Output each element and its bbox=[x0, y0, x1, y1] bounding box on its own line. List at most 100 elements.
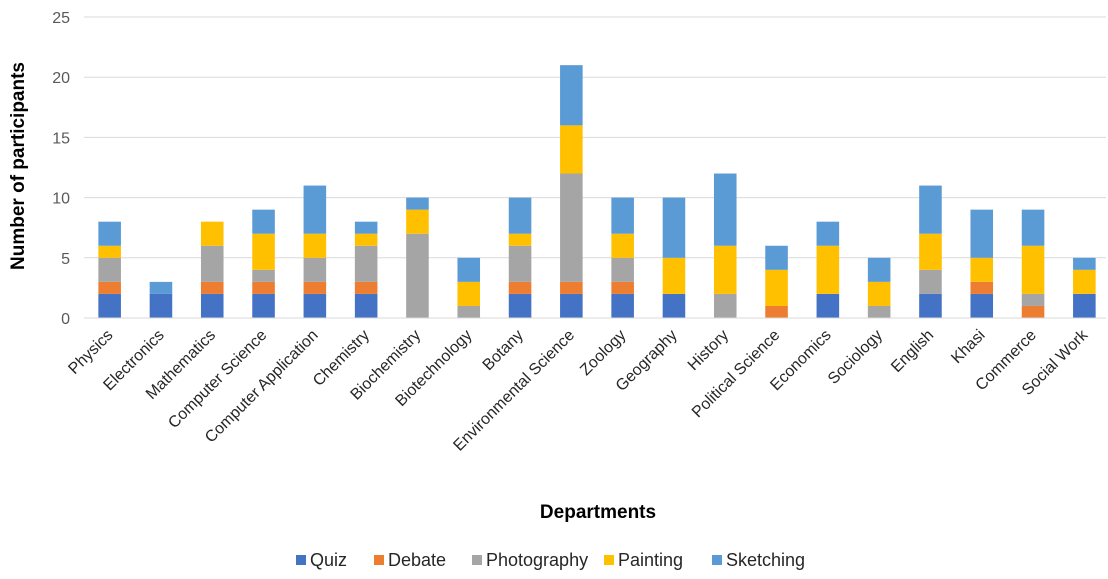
legend: Quiz Debate Photography Painting Sketching bbox=[296, 550, 805, 570]
bar-segment bbox=[200, 245, 224, 282]
bar-segment bbox=[200, 293, 224, 318]
bar-segment bbox=[970, 209, 994, 258]
bar-segment bbox=[1073, 257, 1096, 270]
bar-segment bbox=[560, 293, 583, 318]
y-tick-label: 15 bbox=[52, 130, 70, 147]
x-tick-label: Zoology bbox=[577, 327, 629, 379]
bar-segment bbox=[713, 245, 737, 294]
bar-segment bbox=[303, 293, 327, 318]
bar-segment bbox=[457, 281, 481, 306]
bar-segment bbox=[406, 197, 429, 210]
x-tick-label: Botany bbox=[480, 327, 527, 374]
bar-segment bbox=[713, 173, 737, 246]
bar-segment bbox=[98, 257, 121, 282]
bar-segment bbox=[508, 245, 532, 282]
bar-segment bbox=[765, 245, 788, 270]
bar-segment bbox=[252, 209, 275, 234]
x-tick-label: Computer Science bbox=[165, 327, 270, 432]
bar-segment bbox=[457, 257, 481, 282]
bar-segment bbox=[560, 173, 583, 282]
y-tick-label: 0 bbox=[61, 311, 70, 328]
legend-label: Photography bbox=[486, 550, 588, 570]
bar-segment bbox=[252, 293, 275, 318]
y-tick-label: 10 bbox=[52, 191, 70, 208]
y-tick-label: 25 bbox=[52, 10, 70, 27]
bar-segment bbox=[252, 269, 275, 282]
bar-segment bbox=[354, 221, 378, 234]
bar-segment bbox=[919, 293, 942, 318]
bar-segment bbox=[200, 281, 224, 294]
bar-segment bbox=[252, 233, 275, 270]
bar-segment bbox=[560, 125, 583, 174]
bar-segment bbox=[713, 293, 737, 318]
legend-swatch bbox=[374, 555, 384, 565]
bar-segment bbox=[816, 293, 840, 318]
x-tick-label: Physics bbox=[65, 327, 116, 378]
legend-label: Sketching bbox=[726, 550, 805, 570]
bar-segment bbox=[970, 257, 994, 282]
bar-segment bbox=[919, 185, 942, 234]
bar-segment bbox=[611, 293, 634, 318]
x-tick-label: Khasi bbox=[948, 327, 988, 367]
bar-segment bbox=[611, 233, 634, 258]
legend-swatch bbox=[472, 555, 482, 565]
y-axis-ticks: 0 5 10 15 20 25 bbox=[52, 10, 70, 328]
x-tick-label: History bbox=[685, 327, 732, 374]
bar-segment bbox=[149, 281, 173, 294]
legend-swatch bbox=[604, 555, 614, 565]
bar-segment bbox=[406, 233, 429, 318]
bar-segment bbox=[765, 305, 788, 318]
bar-segment bbox=[560, 281, 583, 294]
bar-segment bbox=[1021, 245, 1045, 294]
legend-label: Painting bbox=[618, 550, 683, 570]
bar-segment bbox=[303, 185, 327, 234]
y-tick-label: 5 bbox=[61, 251, 70, 268]
bar-segment bbox=[1021, 305, 1045, 318]
y-axis-title: Number of participants bbox=[8, 62, 29, 270]
bar-segment bbox=[970, 281, 994, 294]
gridlines bbox=[84, 16, 1106, 259]
bar-segment bbox=[662, 293, 686, 318]
bars bbox=[98, 65, 1096, 318]
bar-segment bbox=[970, 293, 994, 318]
bar-segment bbox=[1073, 293, 1096, 318]
bar-segment bbox=[1021, 293, 1045, 306]
bar-segment bbox=[1073, 269, 1096, 294]
bar-segment bbox=[508, 293, 532, 318]
bar-segment bbox=[919, 269, 942, 294]
bar-segment bbox=[354, 293, 378, 318]
bar-segment bbox=[354, 233, 378, 246]
bar-segment bbox=[406, 209, 429, 234]
bar-segment bbox=[611, 281, 634, 294]
bar-segment bbox=[303, 233, 327, 258]
bar-segment bbox=[816, 245, 840, 294]
x-axis-title: Departments bbox=[540, 502, 656, 523]
bar-segment bbox=[765, 269, 788, 306]
bar-segment bbox=[508, 197, 532, 234]
bar-segment bbox=[1021, 209, 1045, 246]
bar-segment bbox=[919, 233, 942, 270]
bar-segment bbox=[662, 257, 686, 294]
bar-segment bbox=[252, 281, 275, 294]
x-tick-label: Political Science bbox=[689, 327, 783, 421]
bar-segment bbox=[662, 197, 686, 258]
bar-segment bbox=[354, 281, 378, 294]
bar-segment bbox=[303, 257, 327, 282]
bar-segment bbox=[867, 305, 891, 318]
bar-segment bbox=[560, 65, 583, 126]
bar-segment bbox=[98, 245, 121, 258]
bar-segment bbox=[98, 281, 121, 294]
x-tick-label: English bbox=[888, 327, 937, 376]
bar-segment bbox=[611, 197, 634, 234]
bar-segment bbox=[149, 293, 173, 318]
bar-segment bbox=[457, 305, 481, 318]
legend-label: Quiz bbox=[310, 550, 347, 570]
bar-segment bbox=[867, 281, 891, 306]
bar-segment bbox=[508, 281, 532, 294]
bar-segment bbox=[98, 221, 121, 246]
legend-swatch bbox=[296, 555, 306, 565]
legend-label: Debate bbox=[388, 550, 446, 570]
bar-segment bbox=[200, 221, 224, 246]
